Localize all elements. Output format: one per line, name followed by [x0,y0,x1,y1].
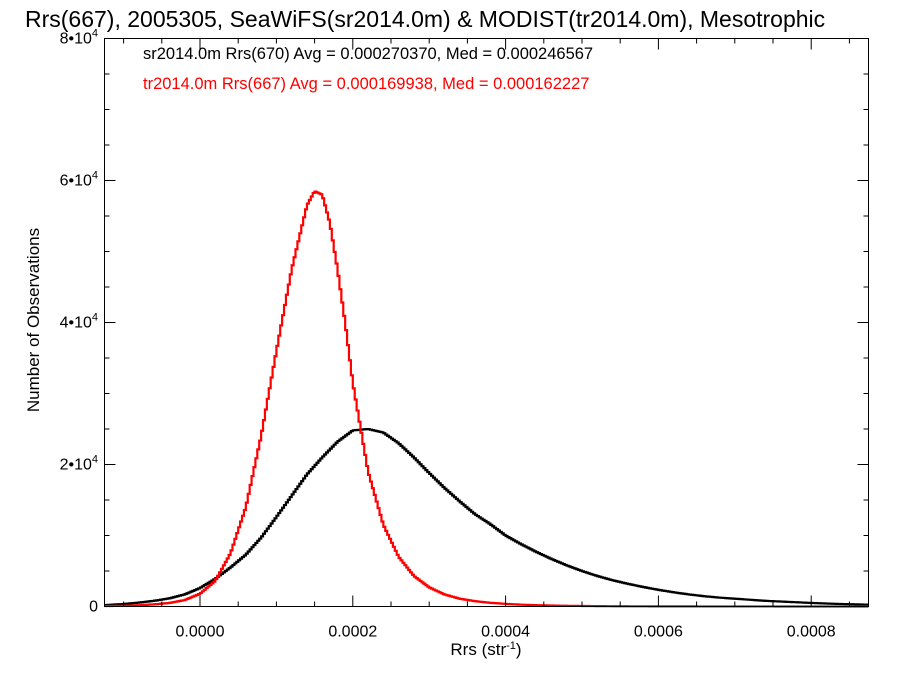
x-tick-label: 0.0006 [634,624,683,641]
y-tick-base: 8•10 [60,31,92,48]
y-tick-label: 8•104 [60,28,98,48]
series-1-histogram [104,427,869,607]
x-tick-label: 0.0002 [328,624,377,641]
y-tick-exponent: 4 [92,312,98,324]
y-tick-base: 0 [89,599,98,616]
legend-entry-1: sr2014.0m Rrs(670) Avg = 0.000270370, Me… [143,45,593,63]
y-tick-exponent: 4 [92,28,98,40]
y-tick-label: 0 [89,599,98,616]
y-axis-label: Number of Observations [24,228,43,412]
axis-ticks: 0.0000 0.0002 0.0004 0.0006 0.000802•1044•10… [60,28,869,641]
plot-frame [104,38,869,607]
y-tick-exponent: 4 [92,454,98,466]
legend: sr2014.0m Rrs(670) Avg = 0.000270370, Me… [143,45,593,93]
y-tick-exponent: 4 [92,170,98,182]
x-axis-label: Rrs (str-1) [450,640,521,659]
x-tick-label: 0.0000 [176,624,225,641]
y-tick-label: 6•104 [60,170,98,190]
x-tick-label: 0.0008 [787,624,836,641]
y-tick-base: 4•10 [60,315,92,332]
y-tick-label: 4•104 [60,312,98,332]
y-tick-base: 6•10 [60,173,92,190]
y-tick-label: 2•104 [60,454,98,474]
y-tick-base: 2•10 [60,457,92,474]
legend-entry-2: tr2014.0m Rrs(667) Avg = 0.000169938, Me… [143,75,589,93]
x-tick-label: 0.0004 [481,624,530,641]
x-axis-label-end: ) [516,640,522,659]
chart-title: Rrs(667), 2005305, SeaWiFS(sr2014.0m) & … [25,6,825,32]
x-axis-label-sup: -1 [506,640,516,652]
x-axis-label-text: Rrs (str [450,640,506,659]
